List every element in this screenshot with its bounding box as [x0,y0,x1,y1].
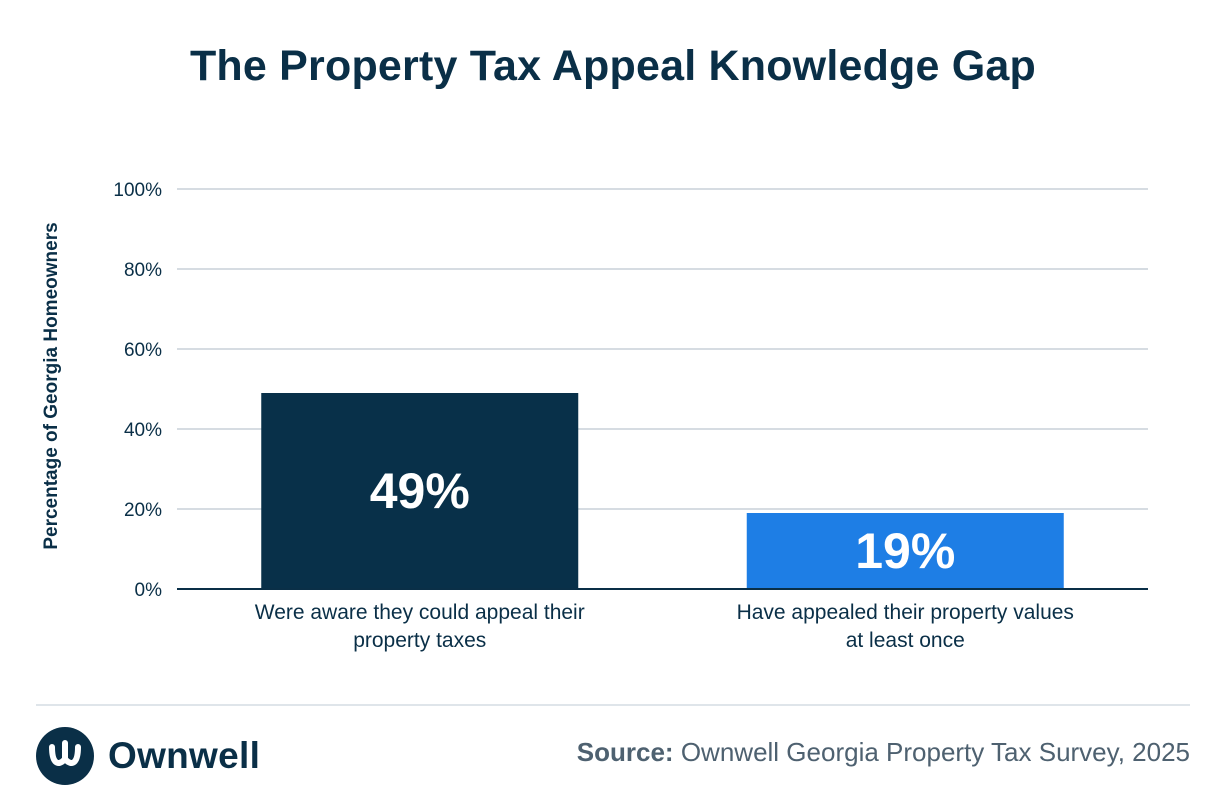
bar-chart: 0% 20% 40% 60% 80% 100% 49% Were aware they cou… [113,180,1148,652]
y-tick-label: 40% [124,420,162,441]
bar [746,513,1064,589]
source-text: Ownwell Georgia Property Tax Survey, 202… [680,737,1190,767]
y-tick-label: 100% [113,180,162,201]
chart-title: The Property Tax Appeal Knowledge Gap [189,42,1037,90]
y-tick-label: 20% [124,500,162,521]
bar-data-label: 49% [370,463,470,519]
y-tick-label: 80% [124,260,162,281]
source-label: Source: [576,737,674,767]
footer-divider [36,704,1190,706]
y-axis-label: Percentage of Georgia Homeowners [41,222,62,550]
ownwell-logo-icon [36,727,94,785]
y-tick-label: 0% [135,580,163,601]
source-note: Source: Ownwell Georgia Property Tax Sur… [577,737,1190,768]
brand-name: Ownwell [108,735,261,776]
x-category-label: Have appealed their property values at le… [737,601,1074,652]
x-category-label: Were aware they could appeal their proper… [255,601,585,652]
bar-data-label: 19% [855,523,955,579]
y-tick-label: 60% [124,340,162,361]
ownwell-logo: Ownwell [36,726,260,786]
bar [261,393,579,589]
